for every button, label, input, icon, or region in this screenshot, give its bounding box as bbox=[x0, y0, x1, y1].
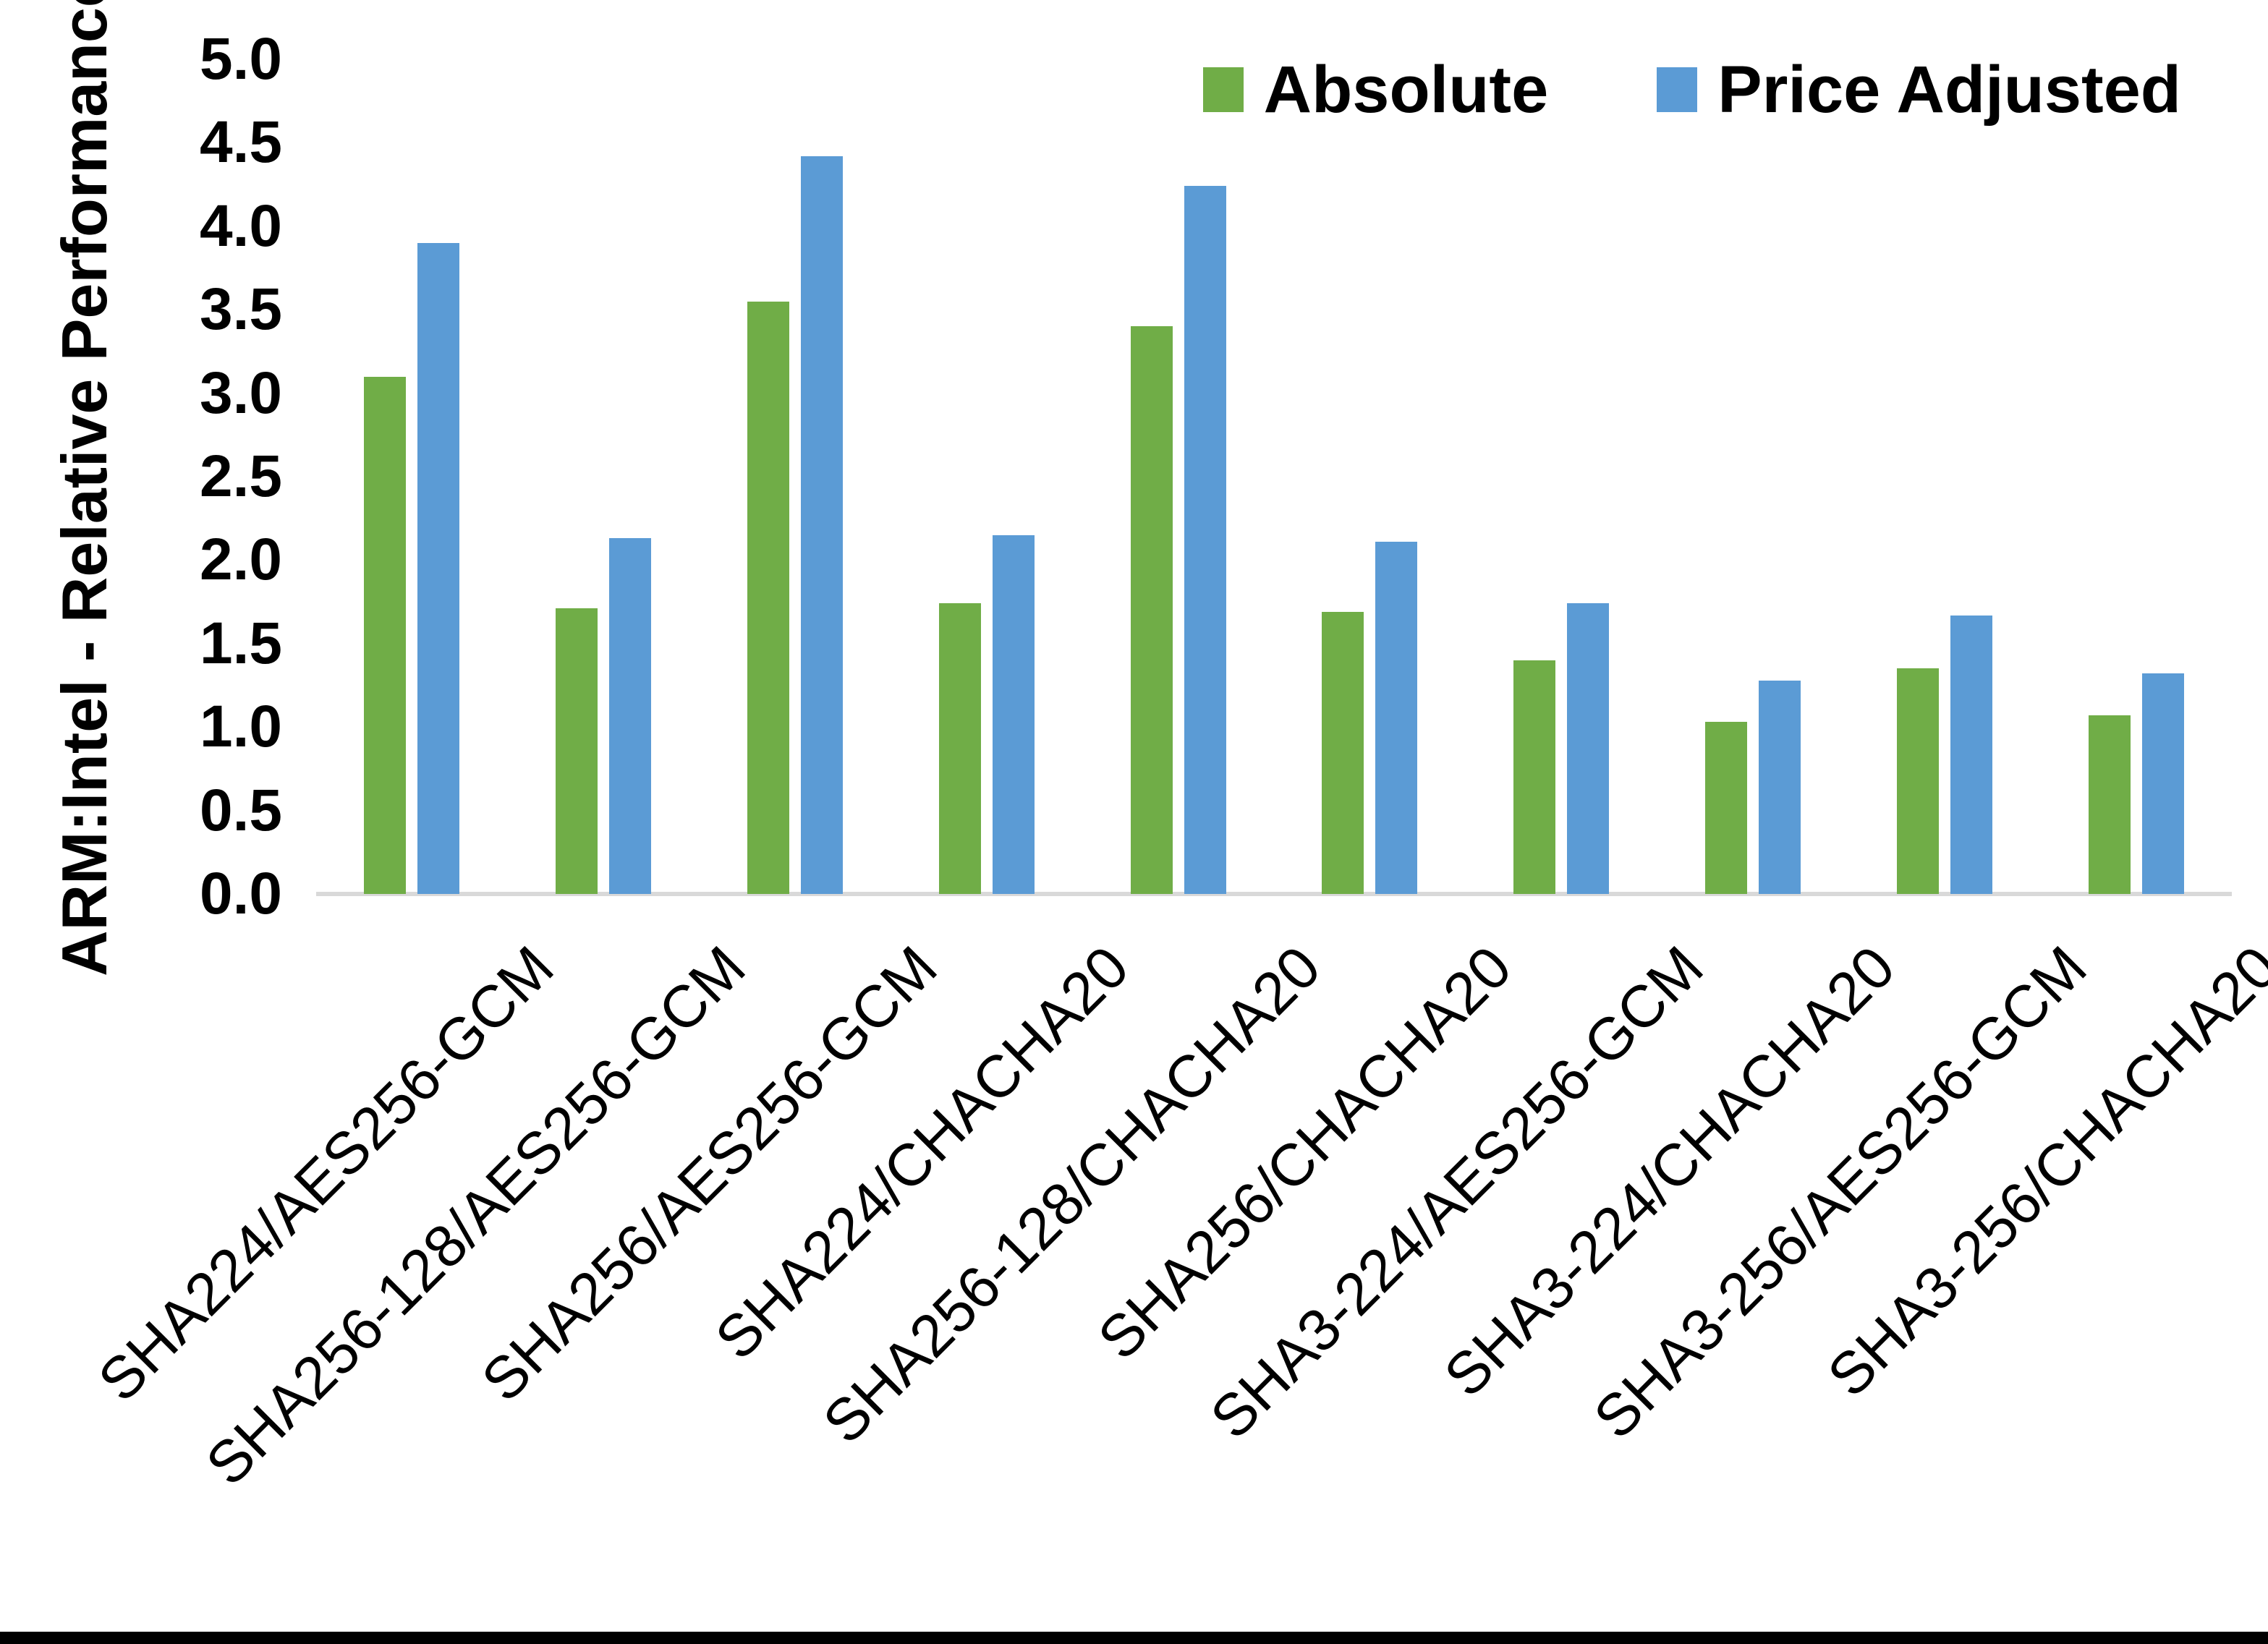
y-tick-label: 4.5 bbox=[200, 109, 282, 176]
y-tick-label: 1.5 bbox=[200, 610, 282, 676]
y-tick-label: 0.5 bbox=[200, 777, 282, 843]
bar-price-adjusted bbox=[417, 242, 460, 894]
bar-absolute bbox=[1704, 722, 1747, 894]
bar-absolute bbox=[1896, 668, 1939, 894]
bar-absolute bbox=[747, 301, 789, 894]
bar-group bbox=[1657, 59, 1849, 894]
x-axis-line bbox=[316, 892, 2232, 896]
bar-absolute bbox=[2088, 715, 2131, 894]
bar-group bbox=[2040, 59, 2232, 894]
y-tick-label: 2.5 bbox=[200, 443, 282, 509]
bar-price-adjusted bbox=[800, 156, 843, 894]
y-tick-label: 0.0 bbox=[200, 861, 282, 927]
bar-price-adjusted bbox=[1758, 680, 1801, 894]
bar-price-adjusted bbox=[1567, 603, 1610, 894]
legend-label: Price Adjusted bbox=[1717, 53, 2181, 127]
bar-price-adjusted bbox=[1950, 615, 1992, 894]
bar-absolute bbox=[556, 608, 598, 894]
y-tick-label: 2.0 bbox=[200, 527, 282, 593]
bar-group bbox=[1274, 59, 1466, 894]
bar-absolute bbox=[1513, 660, 1556, 894]
legend-item: Absolute bbox=[1202, 53, 1549, 127]
bottom-border-bar bbox=[0, 1632, 2268, 1644]
y-tick-label: 5.0 bbox=[200, 26, 282, 92]
bar-price-adjusted bbox=[609, 538, 652, 894]
bar-absolute bbox=[1130, 326, 1173, 894]
category-label: SHA224/AES256-GCM bbox=[86, 934, 567, 1415]
legend-item: Price Adjusted bbox=[1657, 56, 2181, 123]
bar-absolute bbox=[364, 376, 407, 894]
bar-group bbox=[700, 59, 891, 894]
y-tick-label: 4.0 bbox=[200, 192, 282, 259]
legend: Absolute Price Adjusted bbox=[1202, 53, 2181, 127]
bar-price-adjusted bbox=[1375, 542, 1418, 894]
bar-group bbox=[316, 59, 508, 894]
bar-group bbox=[1466, 59, 1657, 894]
bar-price-adjusted bbox=[1184, 186, 1226, 894]
bar-group bbox=[891, 59, 1082, 894]
bar-group bbox=[1848, 59, 2040, 894]
bar-group bbox=[508, 59, 700, 894]
plot-area bbox=[316, 59, 2232, 896]
legend-label: Absolute bbox=[1263, 53, 1549, 127]
bar-absolute bbox=[1322, 611, 1364, 894]
legend-swatch-icon bbox=[1202, 67, 1244, 112]
bar-absolute bbox=[938, 603, 981, 894]
bar-price-adjusted bbox=[2141, 673, 2184, 894]
y-tick-label: 1.0 bbox=[200, 694, 282, 760]
y-tick-label: 3.0 bbox=[200, 359, 282, 426]
bar-group bbox=[1082, 59, 1274, 894]
legend-swatch-icon bbox=[1657, 67, 1698, 112]
bar-price-adjusted bbox=[992, 534, 1035, 894]
y-tick-label: 3.5 bbox=[200, 276, 282, 343]
